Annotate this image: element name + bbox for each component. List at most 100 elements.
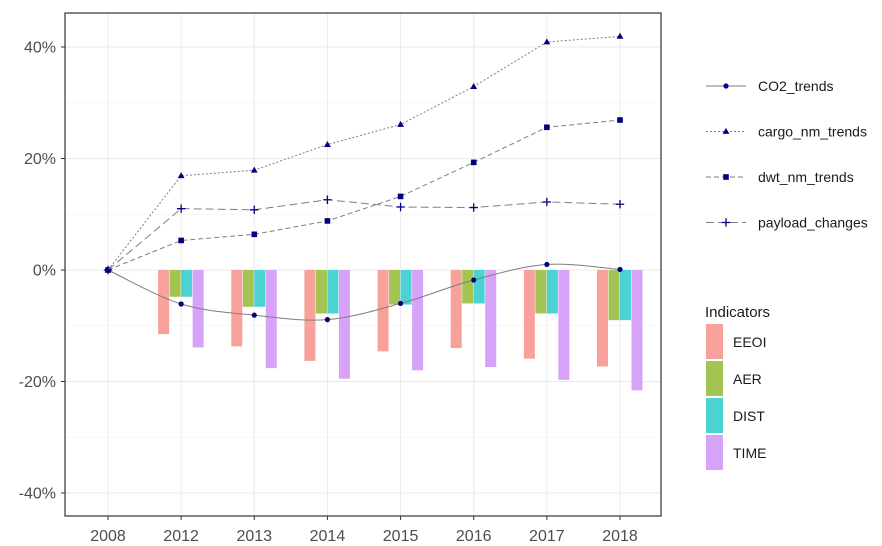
point-cargo_nm_trends-2015 <box>397 120 404 127</box>
point-dwt_nm_trends-2012 <box>178 237 184 244</box>
bar-eeoi-2016 <box>450 270 462 349</box>
point-CO2_trends-2016 <box>471 277 477 283</box>
y-tick-label: 20% <box>24 151 56 168</box>
x-tick-label: 2013 <box>236 528 272 545</box>
line-dwt_nm_trends <box>107 119 621 271</box>
legend-key-marker <box>721 218 731 227</box>
bar-time-2016 <box>485 270 497 368</box>
legend-label-eeoi: EEOI <box>733 334 766 350</box>
x-tick-label: 2014 <box>310 528 346 545</box>
legend-item-payload_changes: payload_changes <box>706 215 868 231</box>
y-tick-label: -40% <box>19 486 56 503</box>
bar-dist-2012 <box>181 270 193 297</box>
bar-eeoi-2013 <box>231 270 243 347</box>
legend-item-aer: AER <box>706 361 762 396</box>
point-payload_changes-2014 <box>323 195 332 204</box>
bar-eeoi-2012 <box>158 270 170 335</box>
legend-swatch <box>706 361 723 396</box>
point-payload_changes-2017 <box>542 197 552 207</box>
legend-label-dwt_nm_trends: dwt_nm_trends <box>758 169 854 185</box>
y-tick-label: -20% <box>19 374 56 391</box>
bar-dist-2018 <box>620 270 631 321</box>
point-payload_changes-2012 <box>176 204 186 213</box>
bar-dist-2013 <box>254 270 266 307</box>
bar-aer-2012 <box>169 270 181 297</box>
bar-eeoi-2017 <box>523 270 535 359</box>
point-cargo_nm_trends-2018 <box>616 32 624 39</box>
point-cargo_nm_trends-2014 <box>324 140 331 147</box>
legend-label-CO2_trends: CO2_trends <box>758 78 833 94</box>
bar-time-2014 <box>338 270 350 379</box>
bar-time-2018 <box>631 270 643 391</box>
line-legend: CO2_trends cargo_nm_trends dwt_nm_trendspa… <box>706 78 868 231</box>
bar-dist-2017 <box>546 270 558 314</box>
point-cargo_nm_trends-2013 <box>250 166 258 173</box>
point-payload_changes-2015 <box>396 202 405 212</box>
legend-label-time: TIME <box>733 445 766 461</box>
bar-aer-2013 <box>242 270 254 307</box>
axes: -40% -20% 0% 20% 40% 2008 2012 2013 2014 2015 2016… <box>19 40 638 546</box>
legend-swatch <box>706 398 723 433</box>
bar-aer-2018 <box>608 270 620 321</box>
bar-time-2017 <box>558 270 570 380</box>
point-cargo_nm_trends-2012 <box>177 172 185 179</box>
x-tick-label: 2008 <box>90 528 126 545</box>
point-CO2_trends-2018 <box>617 266 623 273</box>
point-cargo_nm_trends-2016 <box>470 82 478 89</box>
legend-label-cargo_nm_trends: cargo_nm_trends <box>758 124 867 140</box>
legend-key-marker <box>722 127 730 134</box>
point-dwt_nm_trends-2016 <box>470 159 477 166</box>
legend-swatch <box>706 435 723 470</box>
point-dwt_nm_trends-2014 <box>324 218 331 224</box>
bar-eeoi-2018 <box>597 270 608 367</box>
legend-key-marker <box>723 83 729 89</box>
bar-time-2015 <box>412 270 424 371</box>
legend-label-dist: DIST <box>733 408 765 424</box>
point-CO2_trends-2012 <box>178 301 184 307</box>
y-tick-label: 40% <box>24 40 56 57</box>
bar-aer-2014 <box>315 270 327 314</box>
point-CO2_trends-2017 <box>544 261 550 268</box>
legend-item-cargo_nm_trends: cargo_nm_trends <box>706 124 867 140</box>
x-tick-label: 2017 <box>529 528 565 545</box>
x-tick-label: 2018 <box>602 528 638 545</box>
legend-label-aer: AER <box>733 371 762 387</box>
point-CO2_trends-2014 <box>324 317 331 323</box>
point-payload_changes-2016 <box>469 203 478 212</box>
line-series <box>103 32 625 323</box>
bar-aer-2016 <box>462 270 474 304</box>
plot-border <box>64 12 662 517</box>
point-dwt_nm_trends-2015 <box>397 193 404 200</box>
line-payload_changes <box>107 199 621 271</box>
bar-aer-2015 <box>389 270 401 305</box>
legend-swatch <box>706 324 723 359</box>
bar-legend-title: Indicators <box>705 304 770 321</box>
point-payload_changes-2008 <box>103 265 113 275</box>
bar-dist-2014 <box>327 270 339 314</box>
point-dwt_nm_trends-2018 <box>617 117 623 123</box>
legend-item-CO2_trends: CO2_trends <box>706 78 833 94</box>
legend-key-marker <box>723 174 729 180</box>
bar-series <box>158 270 643 391</box>
bar-dist-2015 <box>400 270 412 305</box>
legend-item-time: TIME <box>706 435 766 470</box>
bar-eeoi-2015 <box>377 270 389 352</box>
line-series-dwt_nm_trends <box>105 117 623 273</box>
grid-lines <box>65 13 661 516</box>
point-payload_changes-2018 <box>615 200 625 209</box>
point-CO2_trends-2015 <box>397 300 404 307</box>
plot-frame <box>64 12 662 517</box>
legend-item-eeoi: EEOI <box>706 324 766 359</box>
y-tick-label: 0% <box>33 263 56 280</box>
bar-time-2013 <box>265 270 277 369</box>
legend-label-payload_changes: payload_changes <box>758 215 868 231</box>
legend-item-dist: DIST <box>706 398 765 433</box>
point-CO2_trends-2013 <box>251 312 257 318</box>
point-dwt_nm_trends-2013 <box>251 231 258 238</box>
legend-item-dwt_nm_trends: dwt_nm_trends <box>706 169 854 185</box>
bar-dist-2016 <box>473 270 485 304</box>
line-series-payload_changes <box>103 195 625 275</box>
bar-aer-2017 <box>535 270 547 314</box>
line-cargo_nm_trends <box>107 35 621 271</box>
